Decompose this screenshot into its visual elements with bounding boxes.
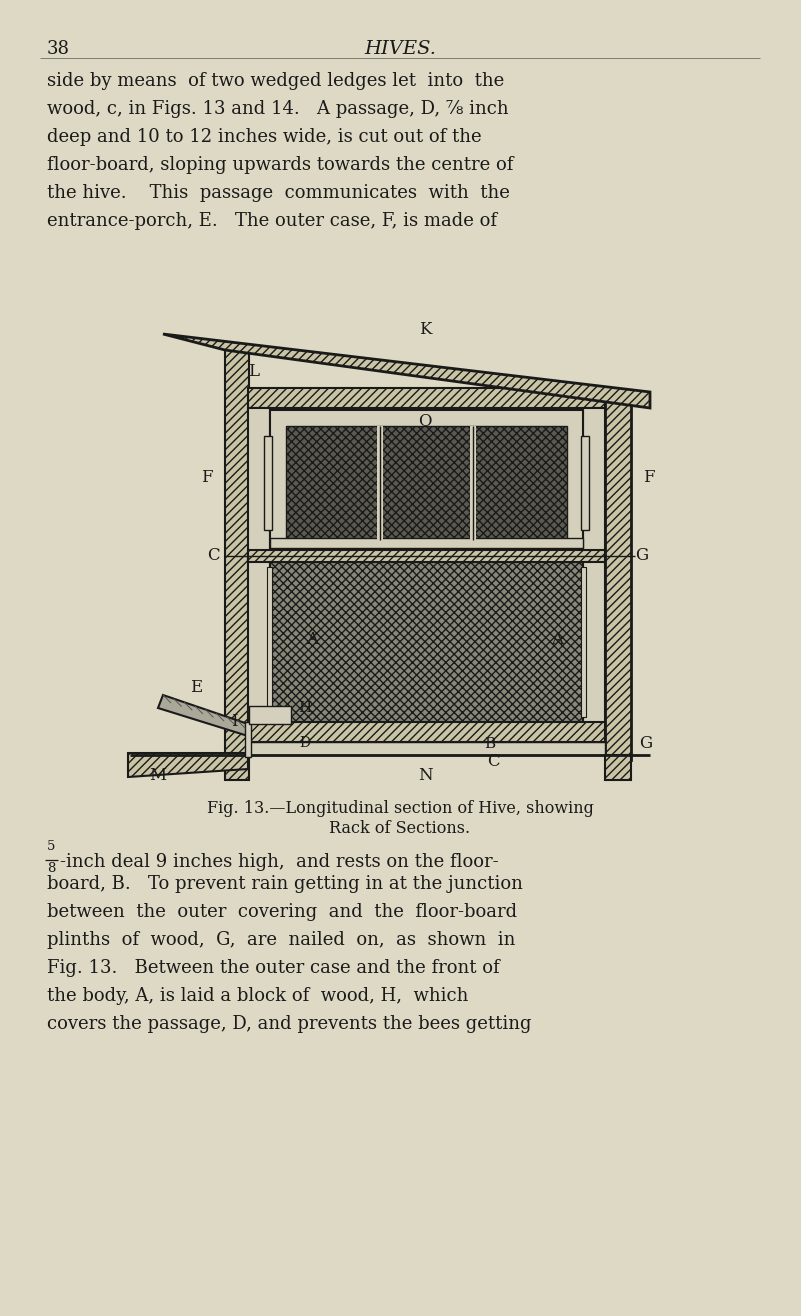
Text: C: C <box>487 754 499 770</box>
Text: M: M <box>150 766 167 783</box>
Bar <box>270 562 583 722</box>
Bar <box>581 567 586 717</box>
Text: K: K <box>419 321 431 338</box>
Text: E: E <box>190 679 202 696</box>
Text: H: H <box>298 701 312 715</box>
Bar <box>225 347 249 758</box>
Text: O: O <box>418 413 432 430</box>
Text: D: D <box>300 736 311 750</box>
Text: side by means  of two wedged ledges let  into  the
wood, c, in Figs. 13 and 14. : side by means of two wedged ledges let i… <box>47 72 513 230</box>
Bar <box>264 436 272 530</box>
Text: 38: 38 <box>47 39 70 58</box>
Text: A: A <box>306 632 318 649</box>
Text: G: G <box>635 547 648 565</box>
Text: C: C <box>207 547 219 565</box>
Polygon shape <box>158 695 248 736</box>
Text: L: L <box>248 363 259 380</box>
Text: board, B.   To prevent rain getting in at the junction
between  the  outer  cove: board, B. To prevent rain getting in at … <box>47 875 532 1033</box>
Bar <box>270 538 583 547</box>
Bar <box>249 705 291 724</box>
Bar <box>473 426 567 540</box>
Bar <box>376 426 383 540</box>
Text: A: A <box>551 632 563 649</box>
Bar <box>248 550 605 562</box>
Bar <box>270 411 583 547</box>
Text: HIVES.: HIVES. <box>364 39 436 58</box>
Bar <box>267 567 272 717</box>
Text: -inch deal 9 inches high,  and rests on the floor-: -inch deal 9 inches high, and rests on t… <box>60 853 499 871</box>
Bar <box>605 390 631 761</box>
Text: G: G <box>639 736 652 753</box>
Bar <box>583 408 605 730</box>
Bar <box>248 742 605 755</box>
Bar <box>286 426 380 540</box>
Text: N: N <box>417 766 433 783</box>
Bar <box>380 426 473 540</box>
Text: Fig. 13.—Longitudinal section of Hive, showing: Fig. 13.—Longitudinal section of Hive, s… <box>207 800 594 817</box>
Bar <box>248 408 270 730</box>
Text: Rack of Sections.: Rack of Sections. <box>329 820 470 837</box>
Bar <box>470 426 477 540</box>
Bar <box>245 722 251 757</box>
Text: F: F <box>643 470 654 487</box>
Text: 5: 5 <box>47 840 55 853</box>
Bar <box>581 436 589 530</box>
Polygon shape <box>128 753 248 776</box>
Bar <box>225 755 249 780</box>
Text: I: I <box>231 713 237 730</box>
Bar <box>248 722 605 742</box>
Text: F: F <box>201 470 213 487</box>
Polygon shape <box>163 334 650 408</box>
Bar <box>248 388 605 408</box>
Text: B: B <box>485 737 496 751</box>
Bar <box>605 755 631 780</box>
Text: 8: 8 <box>47 862 55 875</box>
